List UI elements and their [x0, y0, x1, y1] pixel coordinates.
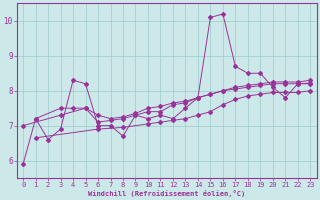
X-axis label: Windchill (Refroidissement éolien,°C): Windchill (Refroidissement éolien,°C) [88, 190, 245, 197]
